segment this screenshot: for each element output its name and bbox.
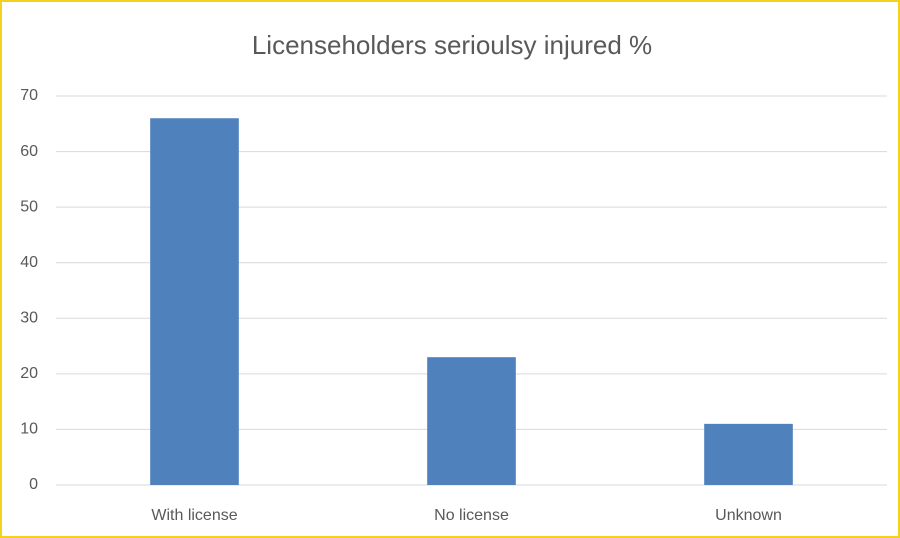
chart-title: Licenseholders serioulsy injured % — [252, 30, 652, 60]
y-tick-label: 70 — [20, 87, 38, 104]
y-tick-label: 40 — [20, 254, 38, 271]
bar — [150, 118, 239, 485]
y-tick-label: 20 — [20, 365, 38, 382]
bar — [704, 423, 793, 485]
x-tick-label: No license — [434, 507, 509, 524]
y-tick-label: 0 — [29, 476, 38, 493]
y-tick-label: 30 — [20, 310, 38, 327]
bar — [427, 357, 516, 485]
y-tick-label: 50 — [20, 198, 38, 215]
x-tick-label: Unknown — [715, 507, 782, 524]
x-tick-label: With license — [151, 507, 237, 524]
y-tick-label: 60 — [20, 143, 38, 160]
y-tick-label: 10 — [20, 421, 38, 438]
